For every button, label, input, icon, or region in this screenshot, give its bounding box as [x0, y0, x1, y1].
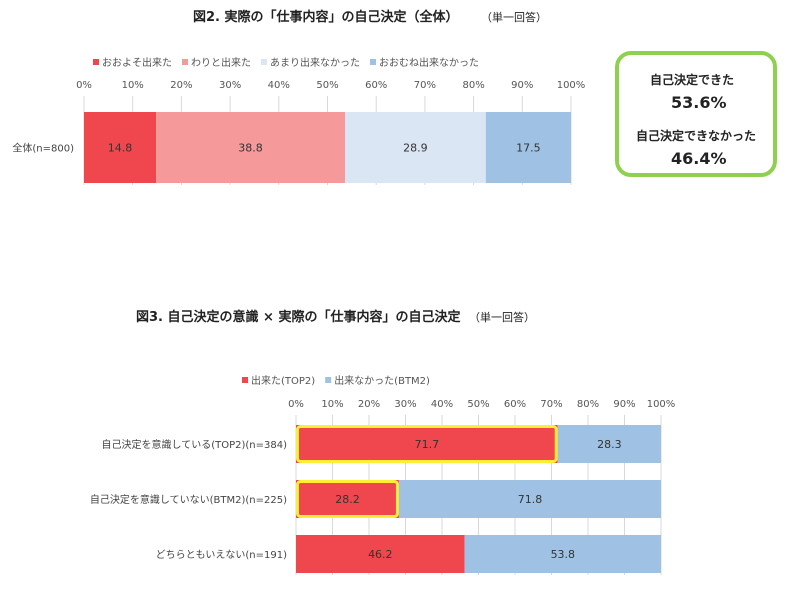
fig2-legend-swatch-1: [182, 59, 188, 65]
fig3-bar-1-0: [296, 480, 399, 518]
figure2-note: （単一回答）: [481, 11, 548, 24]
summary-cannot-label: 自己決定できなかった: [636, 129, 757, 143]
figure3-title-text: 図3. 自己決定の意識 × 実際の「仕事内容」の自己決定: [136, 310, 461, 325]
fig3-tick-label-7: 70%: [540, 399, 562, 410]
fig3-tick-label-0: 0%: [288, 399, 304, 410]
fig2-tick-label-2: 20%: [170, 80, 192, 91]
fig3-data-label-1-1: 71.8: [518, 493, 543, 506]
fig3-tick-label-6: 60%: [504, 399, 526, 410]
fig2-legend-label-1: わりと出来た: [191, 56, 251, 69]
figure2-chart: おおよそ出来た わりと出来た あまり出来なかった おおむね出来なかった 0% 10% 20%…: [12, 56, 586, 185]
figure3-note: （単一回答）: [469, 311, 535, 324]
summary-cannot-value: 46.4%: [671, 149, 727, 168]
fig2-tick-label-7: 70%: [414, 80, 436, 91]
figure3-chart: 出来た(TOP2) 出来なかった(BTM2) 0% 10% 20% 30% 40% 50% 60…: [90, 374, 676, 575]
fig2-tick-label-6: 60%: [365, 80, 387, 91]
fig3-bar-1-1: [398, 480, 661, 518]
fig3-data-label-0-1: 28.3: [597, 438, 622, 451]
fig3-tick-label-10: 100%: [647, 399, 676, 410]
fig3-legend-label-0: 出来た(TOP2): [251, 374, 315, 387]
fig3-category-label-0: 自己決定を意識している(TOP2)(n=384): [102, 438, 288, 451]
fig3-tick-label-1: 10%: [321, 399, 343, 410]
fig2-legend-label-3: おおむね出来なかった: [379, 56, 479, 69]
fig2-tick-label-8: 80%: [462, 80, 484, 91]
fig3-bar-0-0: [296, 425, 558, 463]
fig3-highlight-0-0: [296, 425, 558, 463]
fig2-tick-label-0: 0%: [76, 80, 92, 91]
fig3-tick-label-2: 20%: [358, 399, 380, 410]
fig3-bar-2-1: [464, 535, 661, 573]
fig3-category-label-2: どちらともいえない(n=191): [156, 549, 288, 561]
fig3-bar-2-0: [296, 535, 465, 573]
summary-can-value: 53.6%: [671, 93, 727, 112]
summary-box: 自己決定できた 53.6% 自己決定できなかった 46.4%: [615, 51, 777, 177]
figure2-title-text: 図2. 実際の「仕事内容」の自己決定（全体）: [193, 10, 459, 25]
fig2-tick-label-10: 100%: [557, 80, 586, 91]
fig3-data-label-0-0: 71.7: [415, 438, 440, 451]
summary-can-label: 自己決定できた: [650, 73, 735, 87]
fig2-tick-label-4: 40%: [268, 80, 290, 91]
fig3-bar-0-1: [557, 425, 661, 463]
fig2-tick-label-5: 50%: [316, 80, 338, 91]
fig3-legend-swatch-0: [242, 377, 248, 383]
fig3-data-label-2-1: 53.8: [551, 548, 576, 561]
fig3-tick-label-3: 30%: [394, 399, 416, 410]
fig2-bar-0-3: [485, 112, 571, 183]
fig2-tick-label-1: 10%: [122, 80, 144, 91]
fig3-highlight-1-0: [296, 480, 399, 518]
fig3-tick-label-9: 90%: [613, 399, 635, 410]
fig2-data-label-0-0: 14.8: [108, 142, 133, 155]
fig2-legend-swatch-0: [93, 59, 99, 65]
fig2-data-label-0-1: 38.8: [238, 142, 263, 155]
fig2-data-label-0-3: 17.5: [516, 142, 541, 155]
fig3-tick-label-5: 50%: [467, 399, 489, 410]
fig3-tick-label-8: 80%: [577, 399, 599, 410]
fig2-bar-0-2: [345, 112, 486, 183]
fig2-legend-swatch-3: [370, 59, 376, 65]
figure2-title: 図2. 実際の「仕事内容」の自己決定（全体） （単一回答）: [193, 6, 547, 25]
fig2-legend-label-2: あまり出来なかった: [270, 56, 360, 69]
fig2-data-label-0-2: 28.9: [403, 142, 428, 155]
fig3-legend-label-1: 出来なかった(BTM2): [334, 374, 430, 387]
fig3-data-label-2-0: 46.2: [368, 548, 393, 561]
fig2-category-label-0: 全体(n=800): [12, 142, 74, 155]
fig2-bar-0-1: [156, 112, 346, 183]
fig3-tick-label-4: 40%: [431, 399, 453, 410]
fig2-tick-label-9: 90%: [511, 80, 533, 91]
fig3-category-label-1: 自己決定を意識していない(BTM2)(n=225): [90, 493, 287, 506]
fig2-legend-label-0: おおよそ出来た: [102, 56, 172, 69]
fig3-data-label-1-0: 28.2: [335, 493, 360, 506]
fig3-legend-swatch-1: [325, 377, 332, 383]
fig2-bar-0-0: [84, 112, 157, 183]
fig2-tick-label-3: 30%: [219, 80, 241, 91]
figure3-title: 図3. 自己決定の意識 × 実際の「仕事内容」の自己決定 （単一回答）: [136, 306, 535, 325]
fig2-legend-swatch-2: [261, 59, 267, 65]
